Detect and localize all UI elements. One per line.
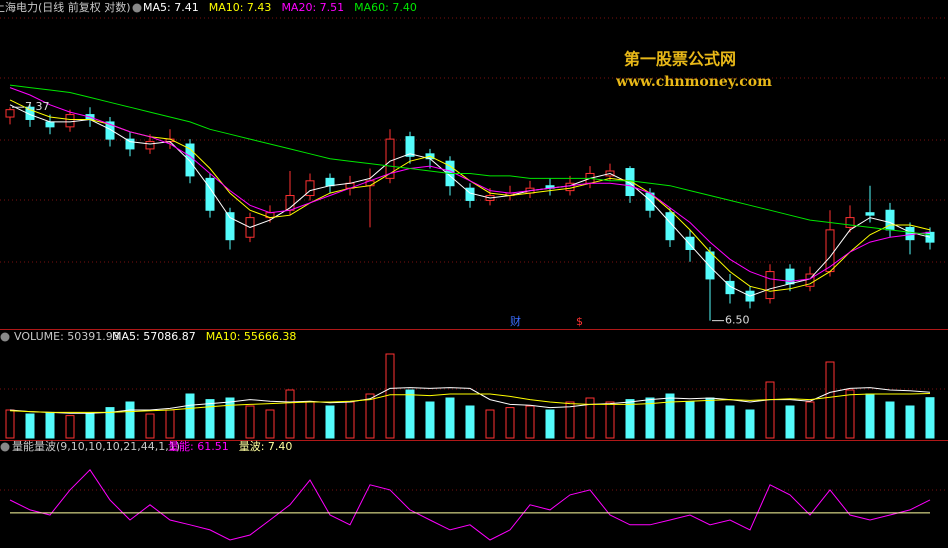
- volume-bar: [305, 401, 315, 439]
- volume-bar: [905, 405, 915, 439]
- volume-bar: [65, 415, 75, 439]
- volume-bar: [865, 393, 875, 439]
- volume-bar: [405, 389, 415, 439]
- annotation-label: 7.37: [25, 100, 50, 113]
- candle-body: [465, 187, 475, 201]
- volume-bar: [645, 397, 655, 439]
- volume-bar: [485, 409, 495, 439]
- line-series: [9, 84, 931, 236]
- candle-body: [385, 138, 395, 179]
- candle-body: [865, 212, 875, 216]
- volume-bar: [25, 413, 35, 439]
- volume-bar: [785, 405, 795, 439]
- candle-body: [725, 280, 735, 295]
- candle-body: [125, 138, 135, 150]
- volume-bar: [845, 389, 855, 439]
- candle-body: [325, 177, 335, 187]
- line-series: [9, 87, 931, 282]
- line-series: [9, 393, 931, 413]
- candle-body: [105, 121, 115, 140]
- candle-body: [685, 236, 695, 250]
- oscillator-title: 量能量波(9,10,10,10,21,44,1,1): [12, 439, 180, 453]
- volume-bar: [245, 405, 255, 439]
- volume-bar: [105, 407, 115, 439]
- volume-bar: [745, 409, 755, 439]
- watermark-title: 第一股票公式网: [624, 50, 736, 69]
- volume-bar: [805, 401, 815, 439]
- line-series: [9, 469, 931, 541]
- volume-bar: [225, 397, 235, 439]
- legend-entry: MA20: 7.51: [281, 1, 344, 14]
- candle-body: [5, 109, 15, 118]
- volume-bar: [125, 401, 135, 439]
- volume-bar: [685, 401, 695, 439]
- annotation-label: 6.50: [725, 314, 750, 327]
- volume-bar: [525, 405, 535, 439]
- finance-marker: 财: [510, 314, 521, 328]
- volume-bar: [605, 401, 615, 439]
- volume-bar: [85, 413, 95, 439]
- volume-bar: [265, 409, 275, 439]
- candle-body: [625, 168, 635, 197]
- legend-entry: MA5: 7.41: [143, 1, 199, 14]
- candle-body: [845, 217, 855, 228]
- candle-body: [145, 141, 155, 150]
- volume-bar: [585, 397, 595, 439]
- volume-bar: [165, 409, 175, 439]
- candle-body: [205, 177, 215, 211]
- line-series: [9, 104, 931, 297]
- volume-bar: [925, 397, 935, 439]
- candle-body: [65, 114, 75, 128]
- menu-icon[interactable]: [0, 332, 10, 342]
- volume-bar: [505, 407, 515, 439]
- volume-bar: [625, 399, 635, 439]
- volume-bar: [345, 401, 355, 439]
- volume-bar: [365, 393, 375, 439]
- legend-entry: MA60: 7.40: [354, 1, 417, 14]
- candle-body: [905, 226, 915, 241]
- chart-title: 上海电力(日线 前复权 对数): [0, 0, 131, 14]
- volume-bar: [425, 401, 435, 439]
- legend-entry: 量能: 61.51: [168, 439, 229, 453]
- volume-title: VOLUME: 50391.93: [14, 330, 120, 343]
- volume-bar: [565, 401, 575, 439]
- volume-bar: [545, 409, 555, 439]
- legend-entry: 量波: 7.40: [239, 440, 293, 453]
- volume-bar: [445, 397, 455, 439]
- candle-body: [825, 229, 835, 273]
- candle-body: [885, 209, 895, 231]
- volume-bar: [285, 389, 295, 439]
- candle-body: [305, 180, 315, 197]
- candle-body: [405, 136, 415, 157]
- volume-bar: [145, 413, 155, 439]
- candle-body: [225, 212, 235, 241]
- legend-entry: MA10: 7.43: [209, 1, 272, 14]
- volume-bar: [385, 353, 395, 439]
- candle-body: [45, 121, 55, 128]
- volume-bar: [885, 401, 895, 439]
- legend-entry: MA5: 57086.87: [112, 330, 196, 343]
- volume-bar: [465, 405, 475, 439]
- volume-bar: [825, 361, 835, 439]
- volume-bar: [705, 397, 715, 439]
- volume-bar: [205, 399, 215, 439]
- volume-bar: [765, 381, 775, 439]
- volume-bar: [5, 409, 15, 439]
- watermark-url: www.chnmoney.com: [615, 74, 772, 90]
- candle-body: [25, 106, 35, 120]
- candle-body: [765, 271, 775, 300]
- dividend-marker: $: [576, 315, 583, 328]
- volume-bar: [665, 393, 675, 439]
- volume-bar: [185, 393, 195, 439]
- menu-icon[interactable]: [0, 442, 10, 452]
- volume-bar: [725, 405, 735, 439]
- candle-body: [925, 231, 935, 243]
- candle-body: [705, 251, 715, 280]
- menu-icon[interactable]: [132, 3, 142, 13]
- volume-bar: [325, 405, 335, 439]
- volume-bar: [45, 411, 55, 439]
- legend-entry: MA10: 55666.38: [206, 330, 297, 343]
